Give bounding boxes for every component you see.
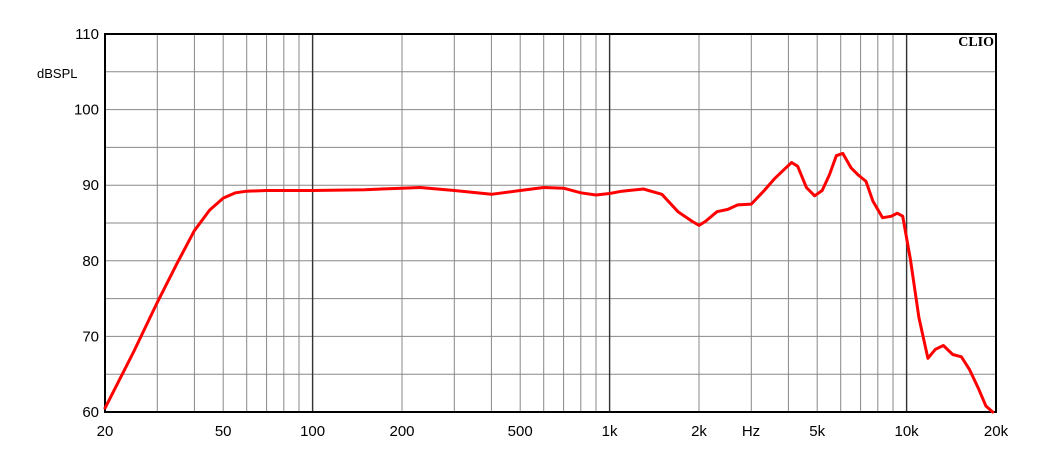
y-tick-label: 70 (82, 328, 99, 345)
y-tick-label: 100 (74, 102, 99, 119)
x-tick-label: 2k (691, 423, 707, 440)
x-tick-label: 100 (300, 423, 325, 440)
x-tick-label: 200 (389, 423, 414, 440)
x-tick-label: 50 (215, 423, 232, 440)
x-tick-label: 20k (984, 423, 1009, 440)
x-axis-label: Hz (742, 423, 760, 440)
y-tick-labels: 60 70 80 90 100 110 (74, 26, 99, 421)
major-x-gridlines (311, 34, 908, 412)
brand-label: CLIO (958, 35, 994, 50)
y-gridlines (105, 71, 996, 375)
y-tick-label: 110 (75, 26, 99, 43)
y-tick-label: 60 (82, 404, 99, 421)
y-tick-label: 80 (82, 253, 99, 270)
y-tick-label: 90 (82, 177, 99, 194)
response-curve (103, 151, 995, 414)
x-tick-label: 10k (895, 423, 920, 440)
x-tick-label: 500 (508, 423, 533, 440)
y-axis-label: dBSPL (37, 66, 77, 81)
x-tick-labels: 20 50 100 200 500 1k 2k 5k 10k 20k (97, 423, 1009, 440)
x-tick-label: 5k (809, 423, 825, 440)
x-tick-label: 20 (97, 423, 114, 440)
plot-frame (104, 33, 997, 413)
x-tick-label: 1k (602, 423, 618, 440)
